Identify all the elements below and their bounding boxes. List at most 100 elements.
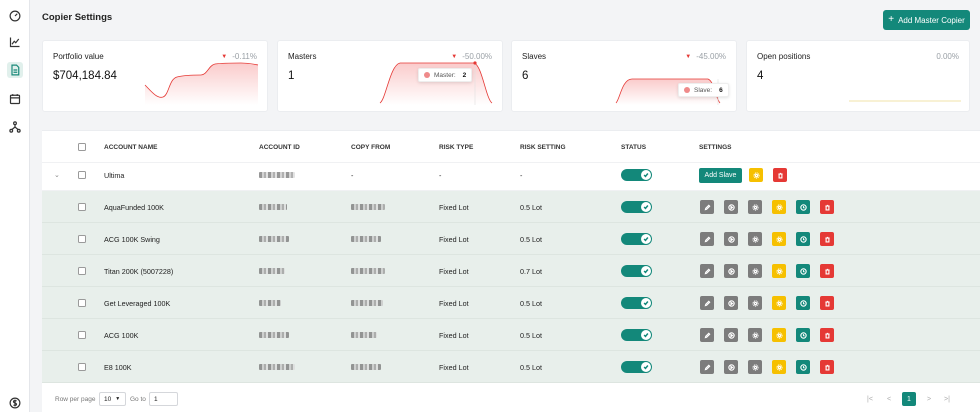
settings-button[interactable] xyxy=(748,264,762,278)
row-checkbox[interactable] xyxy=(78,255,86,287)
play-circle-icon xyxy=(727,331,735,339)
card-title: Open positions xyxy=(757,52,811,61)
first-page-icon[interactable]: |< xyxy=(867,395,873,403)
dollar-circle-icon[interactable] xyxy=(7,395,23,411)
master-settings-gear-button[interactable] xyxy=(749,168,763,182)
row-checkbox[interactable] xyxy=(78,223,86,255)
risk-type: Fixed Lot xyxy=(439,330,469,340)
edit-button[interactable] xyxy=(700,296,714,310)
line-chart-icon[interactable] xyxy=(7,34,23,50)
select-all-checkbox[interactable] xyxy=(78,131,86,163)
edit-button[interactable] xyxy=(700,360,714,374)
rows-per-page-select[interactable]: 10 ▼ xyxy=(99,392,126,406)
delete-button[interactable] xyxy=(820,232,834,246)
last-page-icon[interactable]: >| xyxy=(944,395,950,403)
master-delete-button[interactable] xyxy=(773,168,787,182)
trash-icon xyxy=(824,332,830,339)
edit-button[interactable] xyxy=(700,264,714,278)
schedule-button[interactable] xyxy=(796,264,810,278)
status-toggle[interactable] xyxy=(621,255,652,287)
status-toggle[interactable] xyxy=(621,191,652,223)
settings-button[interactable] xyxy=(748,360,762,374)
trash-icon xyxy=(824,236,830,243)
settings-button[interactable] xyxy=(748,232,762,246)
edit-icon xyxy=(704,300,710,306)
collapse-chevron-icon[interactable]: ⌄ xyxy=(54,172,60,179)
row-checkbox[interactable] xyxy=(78,351,86,383)
gauge-icon[interactable] xyxy=(7,8,23,24)
row-checkbox[interactable] xyxy=(78,191,86,223)
table-header-row: ACCOUNT NAME ACCOUNT ID COPY FROM RISK T… xyxy=(42,131,980,163)
edit-button[interactable] xyxy=(700,232,714,246)
masters-card: Masters ▼ -50.00% 1 Master: 2 xyxy=(277,40,503,112)
col-status[interactable]: STATUS xyxy=(621,143,647,151)
add-slave-button[interactable]: Add Slave xyxy=(699,159,742,191)
status-toggle[interactable] xyxy=(621,319,652,351)
schedule-button[interactable] xyxy=(796,328,810,342)
edit-button[interactable] xyxy=(700,328,714,342)
risk-setting: 0.5 Lot xyxy=(520,234,542,244)
tooltip-value: 2 xyxy=(462,71,467,79)
delete-button[interactable] xyxy=(820,360,834,374)
copy-from: - xyxy=(351,170,354,180)
status-toggle[interactable] xyxy=(621,287,652,319)
network-icon[interactable] xyxy=(7,119,23,135)
advanced-settings-button[interactable] xyxy=(772,200,786,214)
col-risk-setting[interactable]: RISK SETTING xyxy=(520,143,566,151)
account-name: ACG 100K Swing xyxy=(104,234,160,244)
advanced-settings-button[interactable] xyxy=(772,232,786,246)
delete-button[interactable] xyxy=(820,296,834,310)
schedule-button[interactable] xyxy=(796,296,810,310)
col-settings[interactable]: SETTINGS xyxy=(699,143,732,151)
goto-page-input[interactable]: 1 xyxy=(149,392,178,406)
account-name: Get Leveraged 100K xyxy=(104,298,171,308)
portfolio-value-card: Portfolio value ▼ -0.11% $704,184.84 xyxy=(42,40,268,112)
col-copy-from[interactable]: COPY FROM xyxy=(351,143,391,151)
account-name: ACG 100K xyxy=(104,330,139,340)
advanced-settings-button[interactable] xyxy=(772,264,786,278)
settings-button[interactable] xyxy=(748,296,762,310)
edit-icon xyxy=(704,364,710,370)
advanced-settings-button[interactable] xyxy=(772,296,786,310)
check-icon xyxy=(643,365,649,370)
page-number-button[interactable]: 1 xyxy=(902,392,916,406)
tooltip-value: 6 xyxy=(719,86,723,94)
row-checkbox[interactable] xyxy=(78,159,86,191)
card-title: Slaves xyxy=(522,52,547,61)
col-risk-type[interactable]: RISK TYPE xyxy=(439,143,474,151)
document-icon[interactable] xyxy=(7,62,23,78)
schedule-button[interactable] xyxy=(796,360,810,374)
run-button[interactable] xyxy=(724,296,738,310)
status-toggle[interactable] xyxy=(621,223,652,255)
status-toggle[interactable] xyxy=(621,159,652,191)
status-toggle[interactable] xyxy=(621,351,652,383)
card-change-value: 0.00% xyxy=(936,52,959,61)
settings-button[interactable] xyxy=(748,328,762,342)
run-button[interactable] xyxy=(724,328,738,342)
schedule-button[interactable] xyxy=(796,200,810,214)
delete-button[interactable] xyxy=(820,200,834,214)
col-account-id[interactable]: ACCOUNT ID xyxy=(259,143,300,151)
clock-icon xyxy=(799,203,807,211)
run-button[interactable] xyxy=(724,232,738,246)
table-row: E8 100K Fixed Lot 0.5 Lot xyxy=(42,351,980,383)
row-checkbox[interactable] xyxy=(78,287,86,319)
row-checkbox[interactable] xyxy=(78,319,86,351)
run-button[interactable] xyxy=(724,360,738,374)
edit-icon xyxy=(704,332,710,338)
col-account-name[interactable]: ACCOUNT NAME xyxy=(104,143,158,151)
schedule-button[interactable] xyxy=(796,232,810,246)
down-arrow-icon: ▼ xyxy=(685,53,692,60)
advanced-settings-button[interactable] xyxy=(772,328,786,342)
delete-button[interactable] xyxy=(820,264,834,278)
prev-page-icon[interactable]: < xyxy=(886,395,892,403)
next-page-icon[interactable]: > xyxy=(926,395,932,403)
run-button[interactable] xyxy=(724,200,738,214)
advanced-settings-button[interactable] xyxy=(772,360,786,374)
delete-button[interactable] xyxy=(820,328,834,342)
settings-button[interactable] xyxy=(748,200,762,214)
edit-button[interactable] xyxy=(700,200,714,214)
run-button[interactable] xyxy=(724,264,738,278)
calendar-icon[interactable] xyxy=(7,91,23,107)
add-master-copier-button[interactable]: + Add Master Copier xyxy=(883,10,970,30)
